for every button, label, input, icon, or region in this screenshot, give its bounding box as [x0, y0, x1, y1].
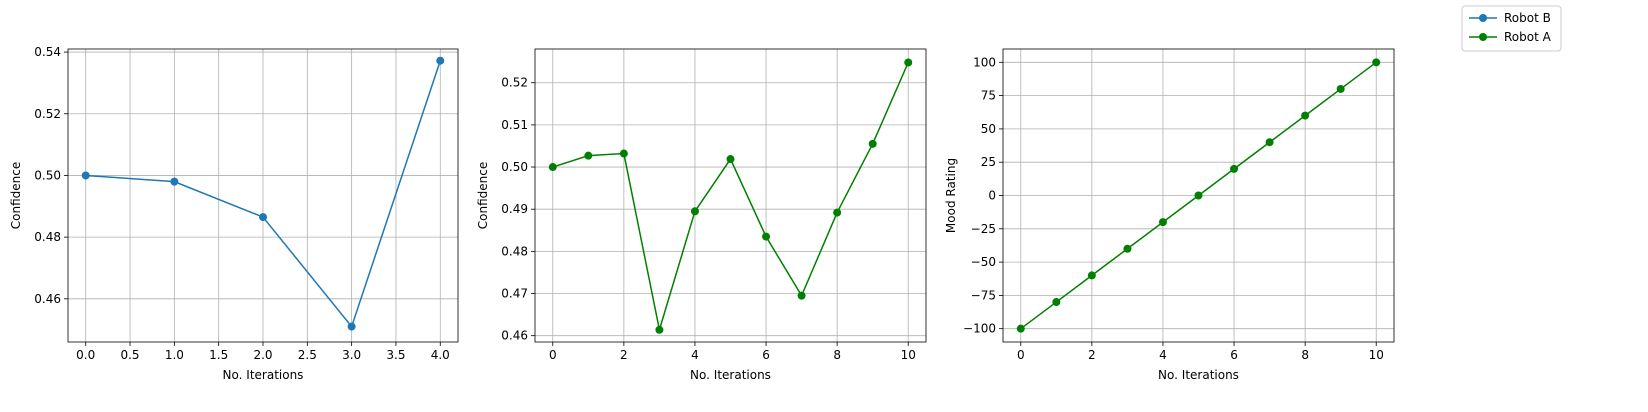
y-tick-label: 50: [981, 122, 996, 136]
x-tick-label: 0.0: [76, 348, 95, 362]
data-point: [904, 58, 912, 66]
data-point: [869, 140, 877, 148]
data-point: [1088, 271, 1096, 279]
subplot-3: 0 2 4 6 8 10 −100 −75 −50 −25 0 25 50 75 100 No. Iterat…: [944, 49, 1394, 382]
y-tick-label: 0.52: [34, 107, 61, 121]
y-tick-label: 100: [973, 55, 996, 69]
y-tick-label: 0: [988, 189, 996, 203]
x-tick-label: 8: [833, 348, 841, 362]
x-tick-label: 1.0: [165, 348, 184, 362]
data-point: [1052, 298, 1060, 306]
data-point: [1017, 325, 1025, 333]
x-tick-label: 0: [1017, 348, 1025, 362]
y-tick-label: 0.49: [501, 202, 528, 216]
x-tick-label: 2: [620, 348, 628, 362]
y-tick-label: 0.52: [501, 76, 528, 90]
data-point: [259, 213, 267, 221]
y-axis-label: Confidence: [9, 162, 23, 229]
x-tick-label: 3.5: [386, 348, 405, 362]
legend-marker: [1479, 33, 1487, 41]
data-point: [170, 178, 178, 186]
data-point: [762, 233, 770, 241]
x-tick-label: 4.0: [431, 348, 450, 362]
data-point: [691, 207, 699, 215]
x-tick-label: 2: [1088, 348, 1096, 362]
y-tick-label: 0.47: [501, 287, 528, 301]
x-tick-label: 6: [762, 348, 770, 362]
y-tick-label: 0.54: [34, 45, 61, 59]
data-point: [1195, 192, 1203, 200]
x-tick-label: 0.5: [120, 348, 139, 362]
x-tick-label: 0: [549, 348, 557, 362]
y-tick-label: 25: [981, 155, 996, 169]
y-tick-label: −50: [971, 255, 996, 269]
x-axis-label: No. Iterations: [690, 368, 771, 382]
y-tick-label: 0.50: [34, 168, 61, 182]
y-tick-label: 0.46: [34, 292, 61, 306]
data-point: [833, 209, 841, 217]
data-point: [655, 326, 663, 334]
x-tick-label: 3.0: [342, 348, 361, 362]
y-axis-label: Confidence: [476, 162, 490, 229]
data-point: [620, 150, 628, 158]
data-point: [1337, 85, 1345, 93]
legend-label: Robot A: [1504, 30, 1552, 44]
x-tick-label: 2.0: [253, 348, 272, 362]
y-axis-label: Mood Rating: [944, 158, 958, 233]
y-tick-label: 0.46: [501, 329, 528, 343]
data-point: [549, 163, 557, 171]
data-point: [1230, 165, 1238, 173]
x-tick-label: 10: [1369, 348, 1384, 362]
x-tick-label: 4: [691, 348, 699, 362]
x-tick-label: 1.5: [209, 348, 228, 362]
data-point: [436, 57, 444, 65]
subplot-2: 0 2 4 6 8 10 0.46 0.47 0.48 0.49 0.50 0.51 0.52 No. I…: [476, 49, 926, 382]
data-point: [1301, 112, 1309, 120]
y-tick-label: −100: [963, 322, 996, 336]
y-tick-label: 75: [981, 89, 996, 103]
data-point: [1372, 58, 1380, 66]
x-axis-label: No. Iterations: [1158, 368, 1239, 382]
subplot-1: 0.0 0.5 1.0 1.5 2.0 2.5 3.0 3.5 4.0 0.46 0.48 0.50 0…: [9, 45, 458, 382]
x-tick-label: 10: [901, 348, 916, 362]
series-line: [553, 62, 908, 329]
data-point: [584, 152, 592, 160]
data-point: [1159, 218, 1167, 226]
data-point: [82, 171, 90, 179]
x-tick-label: 2.5: [298, 348, 317, 362]
data-point: [727, 155, 735, 163]
x-tick-label: 8: [1301, 348, 1309, 362]
data-point: [798, 292, 806, 300]
legend: Robot B Robot A: [1462, 6, 1561, 51]
y-tick-label: 0.48: [34, 230, 61, 244]
y-tick-label: −25: [971, 222, 996, 236]
y-tick-label: 0.50: [501, 160, 528, 174]
y-tick-label: −75: [971, 288, 996, 302]
legend-marker: [1479, 14, 1487, 22]
data-point: [1123, 245, 1131, 253]
legend-label: Robot B: [1504, 11, 1551, 25]
data-point: [1266, 138, 1274, 146]
y-tick-label: 0.48: [501, 244, 528, 258]
axes-frame: [535, 49, 926, 342]
x-tick-label: 4: [1159, 348, 1167, 362]
x-axis-label: No. Iterations: [223, 368, 304, 382]
data-point: [348, 323, 356, 331]
x-tick-label: 6: [1230, 348, 1238, 362]
y-tick-label: 0.51: [501, 118, 528, 132]
